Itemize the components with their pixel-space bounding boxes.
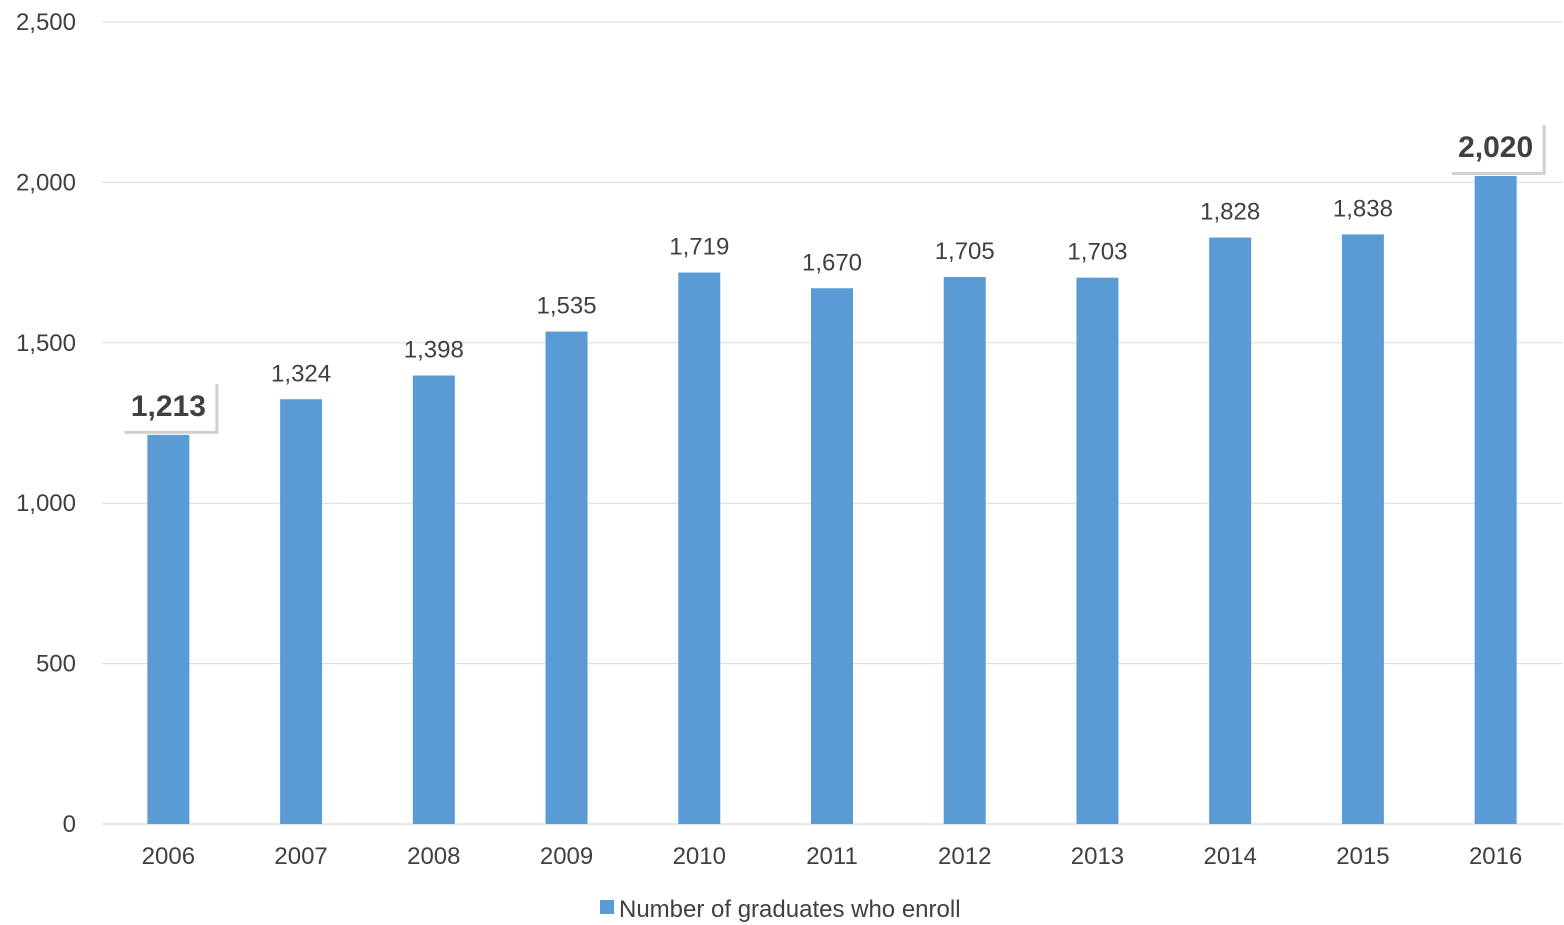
data-label-2010: 1,719 [669, 234, 729, 261]
callout-box [1448, 121, 1543, 172]
bar-2010 [678, 272, 721, 824]
data-label-2014: 1,828 [1200, 199, 1260, 226]
data-label-2008: 1,398 [404, 337, 464, 364]
legend-label: Number of graduates who enroll [619, 896, 961, 923]
x-tick-label: 2016 [1469, 843, 1522, 870]
data-label-2011: 1,670 [802, 249, 862, 276]
data-labels: 1,213 1,324 1,398 1,535 1,719 1,670 1,705 1,703… [121, 121, 1546, 434]
x-tick-label: 2006 [142, 843, 195, 870]
data-label-2009: 1,535 [537, 293, 597, 320]
x-tick-label: 2009 [540, 843, 593, 870]
bar-2008 [412, 375, 455, 824]
data-label-2012: 1,705 [935, 238, 995, 265]
y-axis-ticks: 0 500 1,000 1,500 2,000 2,500 [16, 9, 76, 838]
callout-box [121, 380, 216, 431]
x-tick-label: 2015 [1336, 843, 1389, 870]
legend-swatch [600, 900, 614, 914]
bar-2009 [545, 331, 588, 824]
data-label-2007: 1,324 [271, 360, 331, 387]
x-tick-label: 2012 [938, 843, 991, 870]
x-tick-label: 2011 [806, 843, 858, 870]
data-label-2006: 1,213 [131, 390, 206, 423]
y-tick-label: 1,000 [16, 490, 76, 517]
x-tick-label: 2010 [673, 843, 726, 870]
y-tick-label: 2,000 [16, 169, 76, 196]
x-tick-label: 2008 [407, 843, 460, 870]
bars [147, 175, 1517, 824]
x-axis-ticks: 2006 2007 2008 2009 2010 2011 2012 2013 2014 2015… [142, 843, 1523, 870]
y-tick-label: 0 [63, 811, 76, 838]
bar-2011 [811, 288, 853, 824]
bar-2006 [147, 434, 190, 824]
x-tick-label: 2014 [1203, 843, 1256, 870]
data-label-2015: 1,838 [1333, 195, 1393, 222]
bar-2016 [1474, 175, 1517, 824]
bar-2013 [1076, 277, 1119, 824]
data-label-2013: 1,703 [1067, 239, 1127, 266]
bar-2015 [1341, 234, 1384, 824]
y-tick-label: 500 [36, 651, 76, 678]
legend: Number of graduates who enroll [600, 896, 961, 923]
y-tick-label: 1,500 [16, 330, 76, 357]
x-tick-label: 2013 [1071, 843, 1124, 870]
x-tick-label: 2007 [274, 843, 327, 870]
bar-2014 [1209, 237, 1252, 824]
data-label-2016: 2,020 [1458, 131, 1533, 164]
bar-2007 [280, 399, 323, 824]
y-tick-label: 2,500 [16, 9, 76, 36]
bar-2012 [943, 277, 986, 824]
